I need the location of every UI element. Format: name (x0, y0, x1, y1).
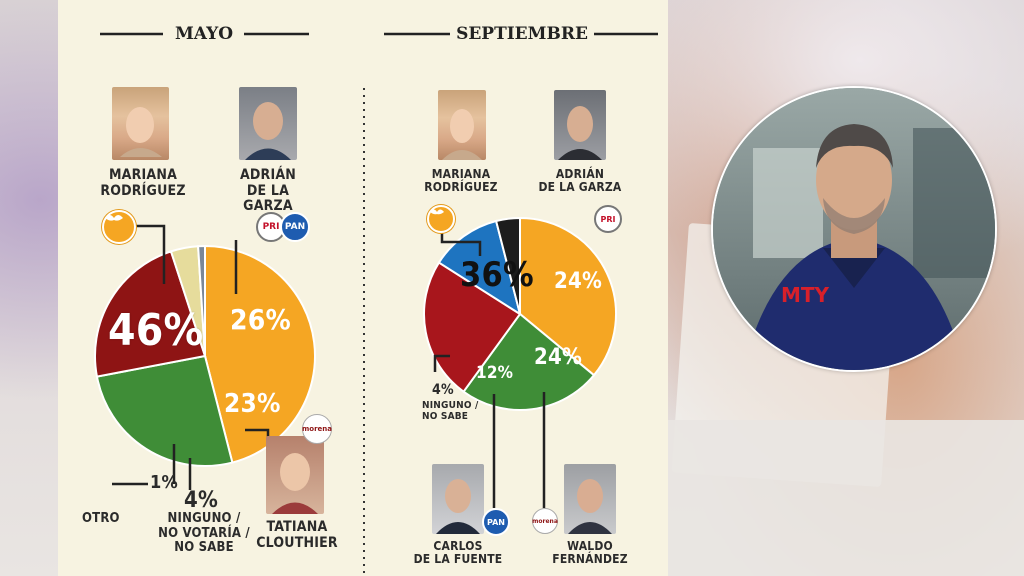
label-mayo-ninguno-l3: NO SABE (174, 540, 234, 556)
label-sept-waldo-l1: WALDO (567, 539, 613, 553)
label-mayo-otro: OTRO (82, 511, 120, 526)
label-mayo-adrian: ADRIÁN DE LA GARZA (220, 167, 316, 215)
pie-slice-0-1 (95, 354, 234, 467)
pie-slice-0-4 (197, 244, 206, 357)
inset-shirt-logo: MTY (781, 283, 830, 307)
chart-title-mayo: MAYO (174, 24, 234, 44)
label-mayo-adrian-l1: ADRIÁN (239, 167, 297, 183)
value-mayo-tatiana: 23% (224, 389, 281, 419)
label-sept-adrian-l1: ADRIÁN (555, 167, 605, 181)
pie-septiembre (423, 216, 617, 411)
label-mayo-ninguno-l2: NO VOTARÍA / (158, 525, 250, 541)
value-mayo-ninguno: 4% (184, 488, 219, 513)
label-sept-adrian-l2: DE LA GARZA (538, 180, 622, 195)
value-mayo-otro: 1% (150, 472, 178, 493)
label-mayo-tatiana-l1: TATIANA (266, 519, 328, 535)
label-sept-waldo: WALDO FERNÁNDEZ (544, 539, 636, 567)
portrait-waldo-fernandez (564, 464, 616, 534)
pie-slice-1-3 (437, 219, 522, 317)
pan-logo-mayo: PAN (280, 212, 310, 242)
morena-logo-mayo: morena (302, 414, 332, 444)
label-mayo-mariana: MARIANA RODRÍGUEZ (98, 167, 188, 199)
pie-slice-1-2 (423, 261, 522, 394)
label-mayo-adrian-l2: DE LA GARZA (243, 182, 293, 215)
morena-logo-sept: morena (532, 508, 558, 534)
value-mayo-adrian: 26% (230, 303, 291, 336)
label-sept-mariana: MARIANA RODRÍGUEZ (420, 167, 502, 195)
value-sept-mariana: 36% (460, 255, 534, 295)
label-sept-waldo-l2: FERNÁNDEZ (552, 552, 628, 567)
pie-mayo (94, 244, 316, 467)
infographic-graphics (94, 32, 658, 576)
pie-slice-1-4 (494, 216, 521, 315)
label-mayo-mariana-l2: RODRÍGUEZ (100, 182, 186, 199)
label-mayo-ninguno: NINGUNO / NO VOTARÍA / NO SABE (148, 511, 260, 556)
label-sept-adrian: ADRIÁN DE LA GARZA (534, 167, 626, 195)
movimiento-ciudadano-eagle-icon-sept (427, 205, 455, 233)
pie-slice-1-1 (462, 312, 596, 411)
label-sept-ninguno: NINGUNO / NO SABE (422, 400, 478, 422)
portrait-mariana-rodriguez-mayo (112, 87, 169, 160)
leader-sept-mariana (440, 230, 482, 256)
label-sept-ninguno-l1: NINGUNO / (422, 400, 479, 411)
ballot-box (650, 420, 1024, 576)
movimiento-ciudadano-eagle-icon (102, 210, 136, 244)
label-sept-carlos: CARLOS DE LA FUENTE (408, 539, 508, 567)
chart-title-septiembre: SEPTIEMBRE (456, 24, 588, 44)
portrait-adrian-de-la-garza-mayo (239, 87, 297, 160)
value-sept-adrian: 24% (554, 269, 602, 294)
value-mayo-mariana: 46% (108, 305, 204, 356)
portrait-adrian-de-la-garza-sept (554, 90, 606, 160)
pan-logo-sept: PAN (482, 508, 510, 536)
label-mayo-mariana-l1: MARIANA (108, 167, 178, 183)
portrait-tatiana-clouthier (266, 436, 324, 514)
poll-infographic: MAYO SEPTIEMBRE MARIANA RODRÍGUEZ ADRIÁN… (58, 0, 668, 576)
label-sept-mariana-l1: MARIANA (431, 167, 491, 181)
label-mayo-tatiana-l2: CLOUTHIER (256, 534, 338, 551)
label-sept-carlos-l2: DE LA FUENTE (413, 552, 503, 567)
label-sept-ninguno-l2: NO SABE (422, 411, 469, 423)
portrait-carlos-de-la-fuente (432, 464, 484, 534)
leader-mayo-mariana (126, 224, 166, 284)
label-sept-mariana-l2: RODRÍGUEZ (424, 180, 498, 195)
pie-slice-1-0 (519, 216, 617, 377)
value-sept-ninguno: 4% (432, 382, 454, 398)
value-sept-waldo: 24% (534, 345, 582, 370)
pri-logo-sept: PRI (594, 205, 622, 233)
label-mayo-tatiana: TATIANA CLOUTHIER (254, 519, 340, 551)
portrait-mariana-rodriguez-sept (438, 90, 486, 160)
inset-portrait-photo: MTY (711, 86, 997, 372)
value-sept-carlos: 12% (476, 363, 514, 383)
pie-slice-0-2 (94, 250, 207, 378)
label-sept-carlos-l1: CARLOS (433, 539, 483, 553)
leader-sept-ninguno (433, 354, 450, 372)
label-mayo-ninguno-l1: NINGUNO / (167, 511, 241, 526)
inset-portrait-drawing: MTY (713, 88, 995, 370)
